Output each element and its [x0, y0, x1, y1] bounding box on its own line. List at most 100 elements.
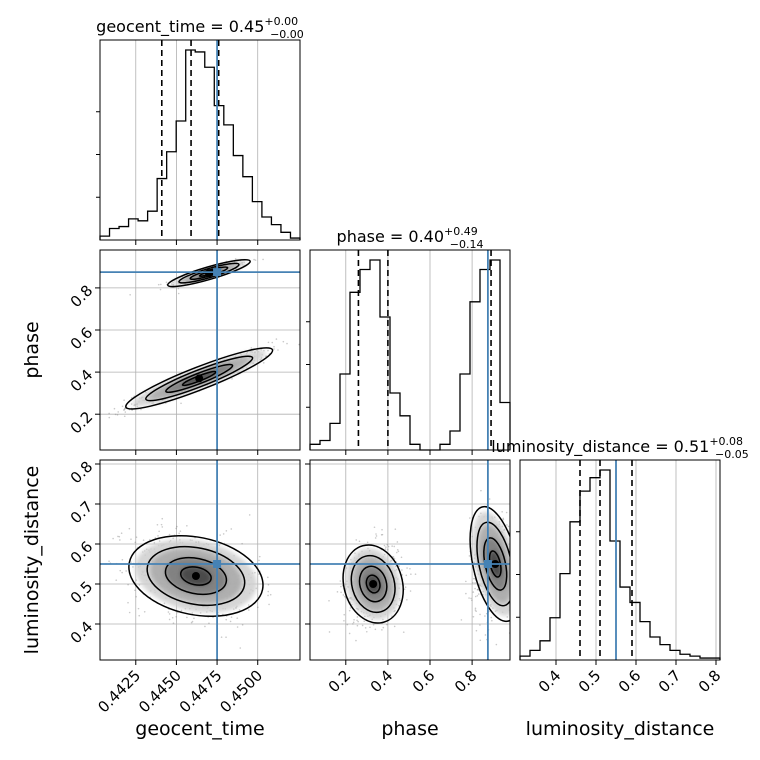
- sample-point: [186, 525, 188, 527]
- sample-point: [306, 329, 308, 331]
- sample-point: [340, 585, 342, 588]
- sample-point: [137, 607, 140, 610]
- sample-point: [118, 535, 121, 538]
- sample-point: [267, 341, 270, 344]
- sample-point: [172, 622, 175, 624]
- sample-point: [512, 568, 514, 570]
- sample-point: [361, 624, 364, 627]
- sample-point: [247, 604, 250, 606]
- sample-point: [267, 583, 270, 586]
- sample-point: [514, 505, 516, 507]
- sample-point: [392, 556, 395, 558]
- sample-point: [465, 580, 467, 583]
- sample-point: [260, 349, 263, 351]
- peak-marker: [204, 269, 213, 278]
- sample-point: [406, 598, 408, 601]
- sample-point: [495, 643, 498, 646]
- sample-point: [511, 571, 513, 573]
- sample-point: [391, 615, 393, 617]
- contour-line: [179, 566, 212, 586]
- sample-point: [529, 539, 531, 541]
- sample-point: [134, 589, 136, 592]
- sample-point: [342, 594, 345, 596]
- sample-point: [372, 623, 375, 626]
- sample-point: [501, 510, 503, 513]
- sample-point: [123, 408, 126, 411]
- sample-point: [163, 602, 166, 605]
- x-tick-label: 0.4450: [135, 666, 185, 716]
- sample-point: [130, 561, 132, 563]
- sample-point: [157, 283, 160, 286]
- xlabel-luminosity-distance: luminosity_distance: [526, 718, 715, 740]
- sample-point: [340, 591, 342, 594]
- sample-point: [391, 545, 393, 547]
- sample-point: [511, 543, 513, 545]
- sample-point: [354, 552, 356, 554]
- sample-point: [397, 604, 400, 607]
- sample-point: [159, 288, 162, 291]
- sample-point: [168, 618, 171, 621]
- sample-point: [393, 625, 396, 628]
- contour-line: [178, 262, 240, 284]
- sample-point: [123, 399, 125, 401]
- sample-point: [506, 524, 508, 526]
- sample-point: [138, 584, 141, 586]
- sample-point: [414, 573, 417, 575]
- y-tick-label: 0.6: [67, 538, 97, 568]
- sample-point: [267, 576, 269, 579]
- sample-point: [511, 593, 513, 595]
- sample-point: [112, 537, 114, 540]
- sample-point: [399, 599, 401, 602]
- sample-point: [275, 338, 278, 340]
- density-layer: [328, 526, 417, 642]
- sample-point: [394, 528, 397, 530]
- sample-point: [239, 647, 242, 649]
- sample-point: [180, 609, 183, 612]
- title-phase: phase = 0.40+0.49 −0.14: [337, 225, 484, 251]
- sample-point: [384, 548, 387, 550]
- sample-point: [400, 556, 403, 559]
- sample-point: [168, 613, 171, 615]
- sample-point: [381, 629, 383, 631]
- sample-point: [116, 414, 119, 416]
- sample-point: [383, 544, 386, 547]
- sample-point: [128, 527, 131, 530]
- sample-point: [465, 592, 467, 595]
- histogram-steps: [99, 49, 301, 240]
- sample-point: [510, 614, 512, 616]
- sample-point: [387, 545, 390, 548]
- sample-point: [468, 555, 471, 557]
- sample-point: [128, 611, 131, 614]
- sample-point: [180, 402, 182, 405]
- contour-line: [469, 505, 510, 623]
- contour-line: [358, 565, 388, 603]
- sample-point: [484, 615, 486, 617]
- sample-point: [273, 345, 275, 348]
- y-tick-label: 0.5: [67, 578, 97, 608]
- sample-point: [512, 531, 514, 533]
- sample-point: [343, 613, 346, 616]
- sample-point: [517, 536, 519, 538]
- sample-point: [165, 281, 168, 284]
- xlabel-phase: phase: [381, 718, 438, 740]
- sample-point: [471, 599, 473, 602]
- sample-point: [480, 489, 482, 492]
- sample-point: [345, 567, 348, 569]
- sample-point: [511, 571, 513, 573]
- sample-point: [358, 540, 361, 543]
- sample-point: [374, 628, 377, 631]
- sample-point: [123, 415, 126, 418]
- sample-point: [527, 547, 529, 549]
- sample-point: [484, 634, 487, 636]
- sample-point: [409, 590, 412, 592]
- sample-point: [193, 617, 195, 620]
- sample-point: [91, 598, 93, 600]
- sample-point: [479, 613, 481, 616]
- sample-point: [161, 517, 164, 520]
- sample-point: [178, 532, 180, 535]
- sample-point: [357, 620, 359, 623]
- y-tick-label: 0.6: [67, 324, 97, 354]
- sample-point: [511, 633, 513, 635]
- sample-point: [356, 619, 358, 622]
